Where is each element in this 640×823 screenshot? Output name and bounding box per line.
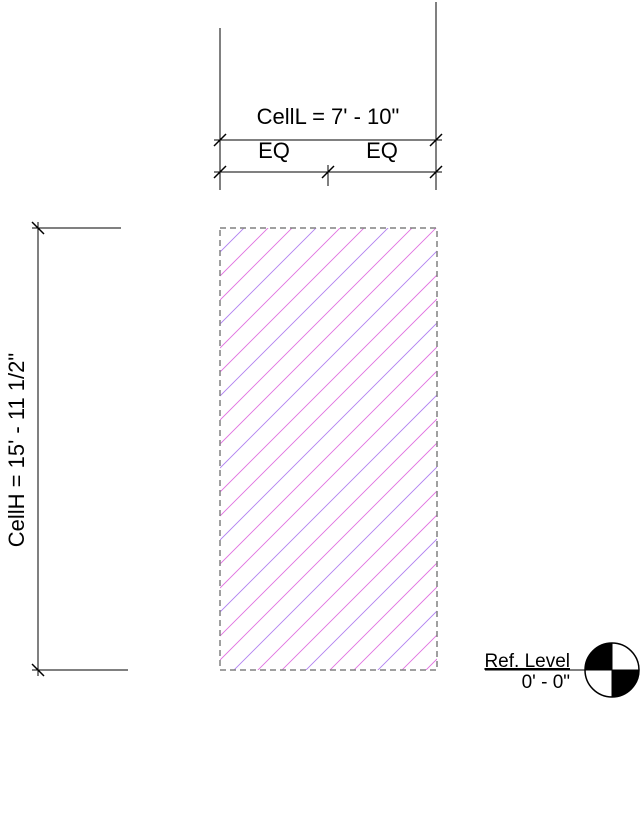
hatch-line [220,228,317,325]
hatch-line [220,228,245,253]
left-eq-label: EQ [258,138,290,163]
tick-mark [31,663,45,677]
hatch-line [220,298,437,517]
hatch-line [220,322,437,541]
hatch-line [220,228,269,277]
height-dimension-label: CellH = 15' - 11 1/2" [4,353,29,547]
hatch-line [220,755,437,823]
tick-mark [429,133,443,147]
hatch-line [233,466,437,670]
hatch-line [220,394,437,613]
hatch-line [220,228,293,301]
hatch-line [220,228,365,373]
hatch-line [220,274,437,493]
hatch-line [305,538,437,670]
width-dimension[interactable]: CellL = 7' - 10" [213,104,443,147]
hatch-line [281,514,437,670]
hatch-line [220,442,437,661]
hatch-line [220,250,437,469]
hatch-line [220,370,437,589]
hatch-line [401,634,437,670]
reference-level[interactable]: Ref. Level 0' - 0" [484,642,640,698]
tick-mark [321,165,335,179]
tick-mark [213,133,227,147]
hatch-line [220,803,437,823]
hatch-line [329,562,437,670]
height-dimension[interactable]: CellH = 15' - 11 1/2" [4,221,128,677]
hatch-pattern [220,228,437,823]
hatch-line [377,610,437,670]
level-head-icon [584,642,640,698]
cell-region[interactable] [219,11,438,823]
hatch-line [220,683,437,823]
width-dimension-label: CellL = 7' - 10" [257,104,400,129]
hatch-line [220,731,437,823]
hatch-line [353,586,437,670]
hatch-line [220,707,437,823]
tick-mark [213,165,227,179]
right-eq-label: EQ [366,138,398,163]
level-name: Ref. Level [484,651,570,672]
hatch-line [257,490,437,670]
hatch-line [220,346,437,565]
hatch-line [425,658,437,670]
hatch-line [220,228,413,421]
hatch-line [220,779,437,823]
tick-mark [31,221,45,235]
hatch-line [220,228,389,397]
level-elevation: 0' - 0" [522,672,570,693]
eq-dimension-string[interactable]: EQ EQ [213,138,443,186]
hatch-line [220,418,437,637]
hatch-line [220,228,341,349]
tick-mark [429,165,443,179]
hatch-line [220,228,437,445]
